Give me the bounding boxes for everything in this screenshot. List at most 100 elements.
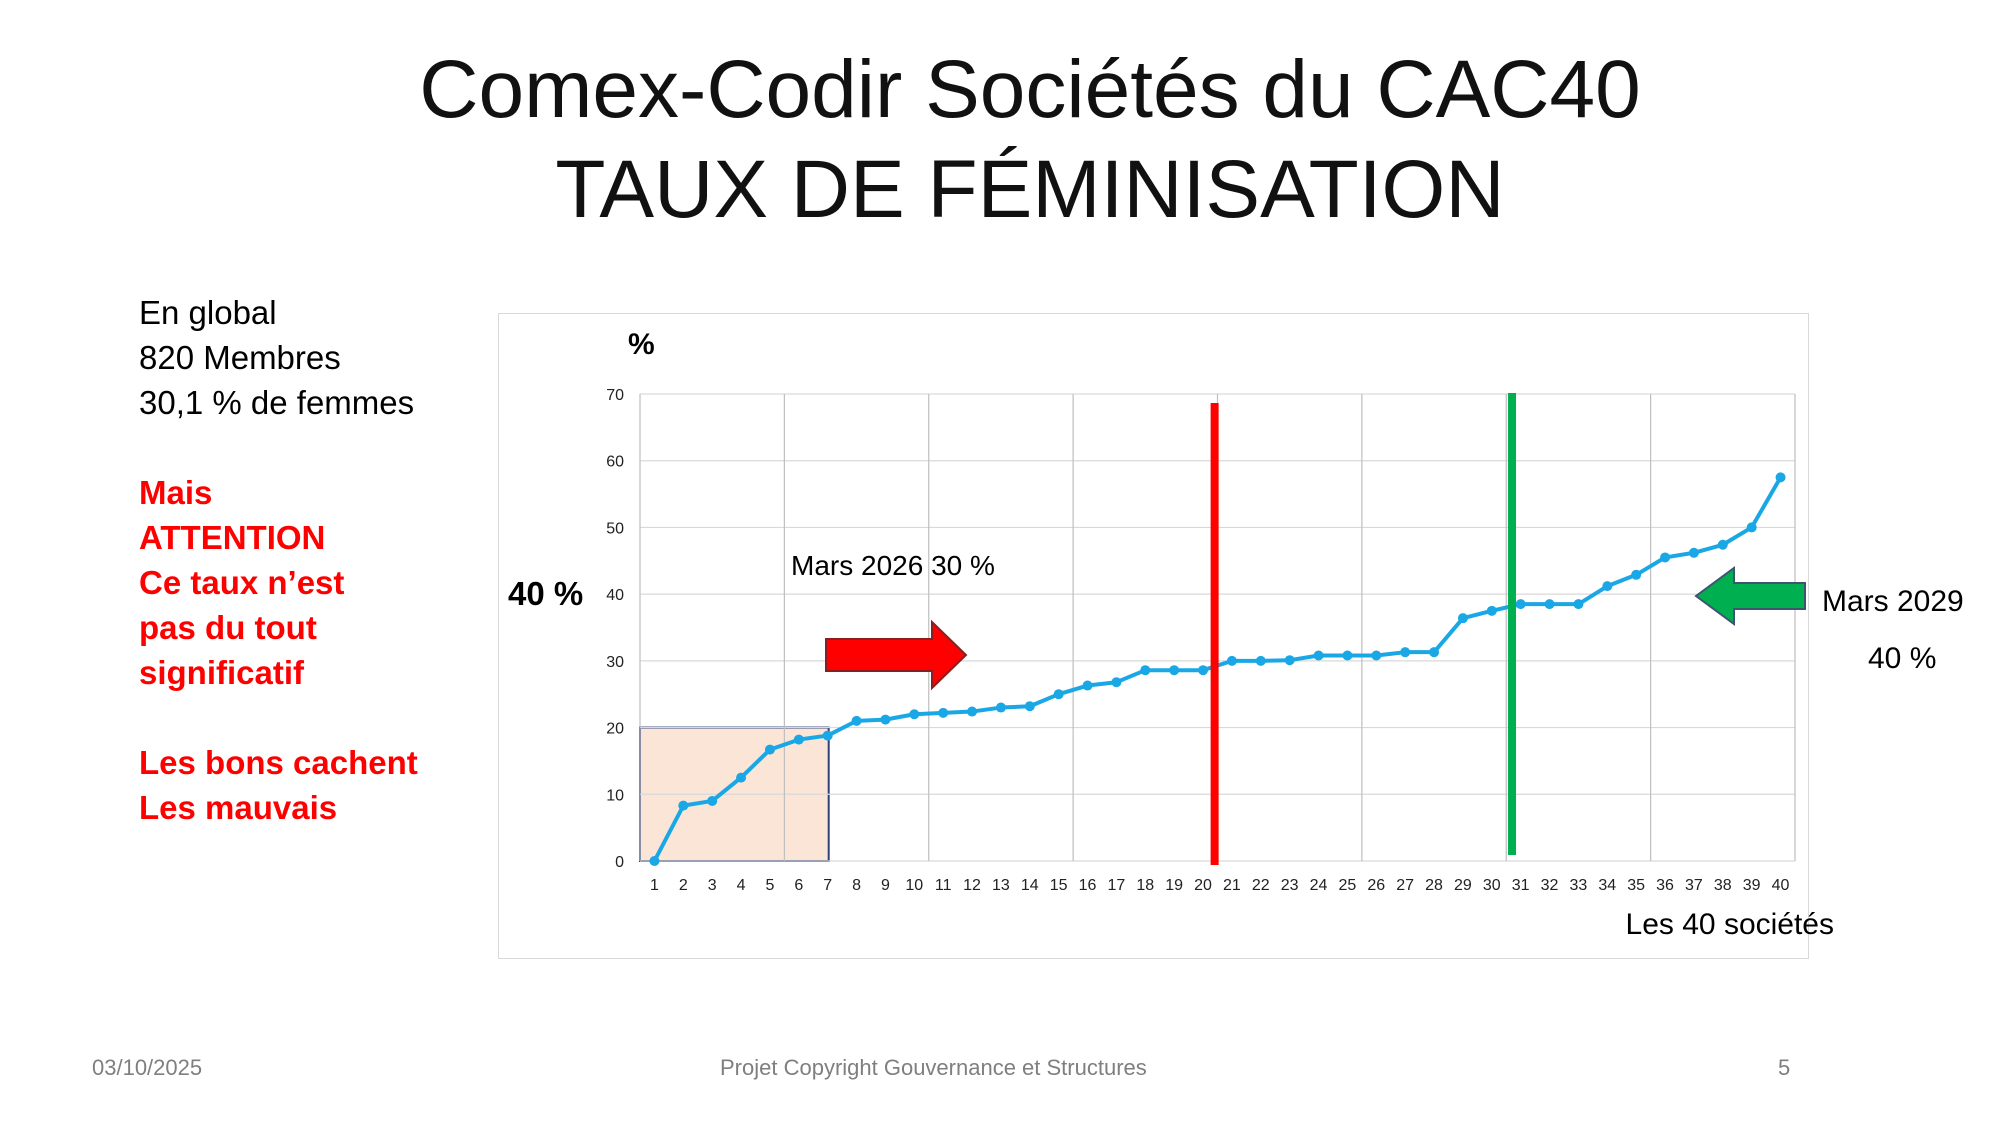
data-point — [1284, 655, 1295, 666]
data-point — [880, 714, 891, 725]
data-point — [967, 706, 978, 717]
data-point — [1544, 599, 1555, 610]
warning-line-1: Mais — [139, 474, 213, 511]
data-point — [1053, 689, 1064, 700]
x-tick-label: 31 — [1512, 877, 1530, 894]
data-point — [1515, 599, 1526, 610]
data-point — [649, 856, 660, 866]
data-point — [1169, 665, 1180, 676]
annotation-mars-2029-percent: 40 % — [1868, 642, 1936, 675]
annotation-mars-2026: Mars 2026 30 % — [791, 550, 995, 581]
data-point — [822, 730, 833, 741]
x-tick-label: 35 — [1627, 877, 1645, 894]
warning-line-5: significatif — [139, 654, 305, 691]
x-tick-label: 22 — [1252, 877, 1270, 894]
x-tick-label: 1 — [650, 877, 659, 894]
slide-title-line2: TAUX DE FÉMINISATION — [555, 144, 1505, 235]
data-point — [1198, 665, 1209, 676]
x-tick-label: 26 — [1367, 877, 1385, 894]
x-tick-label: 40 — [1772, 877, 1790, 894]
data-point — [1371, 650, 1382, 661]
x-tick-label: 21 — [1223, 877, 1241, 894]
x-tick-label: 19 — [1165, 877, 1183, 894]
data-point — [1140, 665, 1151, 676]
data-point — [1688, 547, 1699, 558]
sidebar-notes: En global 820 Membres 30,1 % de femmes M… — [139, 290, 418, 830]
note-rate: 30,1 % de femmes — [139, 384, 415, 421]
data-point — [1255, 655, 1266, 666]
x-tick-label: 4 — [737, 877, 746, 894]
x-tick-label: 6 — [794, 877, 803, 894]
x-tick-label: 29 — [1454, 877, 1472, 894]
red-arrow — [825, 619, 968, 691]
data-point — [851, 715, 862, 726]
warning-line-2: ATTENTION — [139, 519, 326, 556]
footer-date: 03/10/2025 — [92, 1055, 203, 1080]
x-tick-label: 33 — [1570, 877, 1588, 894]
x-tick-label: 17 — [1108, 877, 1126, 894]
data-point — [793, 734, 804, 745]
green-arrow — [1694, 566, 1806, 626]
data-point — [1313, 650, 1324, 661]
warning-line-7: Les mauvais — [139, 789, 338, 826]
x-tick-label: 24 — [1310, 877, 1328, 894]
x-tick-label: 16 — [1079, 877, 1097, 894]
y-tick-label: 50 — [606, 520, 624, 537]
y-tick-label: 70 — [606, 387, 624, 404]
x-tick-label: 7 — [823, 877, 832, 894]
x-tick-label: 36 — [1656, 877, 1674, 894]
data-point — [1602, 581, 1613, 592]
x-tick-label: 12 — [963, 877, 981, 894]
data-point — [1024, 701, 1035, 712]
data-point — [1342, 650, 1353, 661]
x-tick-label: 3 — [708, 877, 717, 894]
x-tick-label: 11 — [935, 877, 952, 894]
marker-green-line — [1508, 393, 1517, 855]
data-point — [1746, 522, 1757, 533]
data-point — [1660, 552, 1671, 563]
data-point — [995, 702, 1006, 713]
x-tick-label: 34 — [1598, 877, 1616, 894]
y-tick-label: 30 — [606, 654, 624, 671]
footer-page-number: 5 — [1778, 1055, 1791, 1080]
data-point — [1429, 647, 1440, 658]
x-tick-label: 25 — [1339, 877, 1357, 894]
data-point — [909, 709, 920, 720]
data-point — [1226, 655, 1237, 666]
slide-title-line1: Comex-Codir Sociétés du CAC40 — [419, 44, 1641, 135]
x-axis-label: Les 40 sociétés — [1626, 908, 1834, 941]
data-point — [1457, 613, 1468, 624]
footer-copyright: Projet Copyright Gouvernance et Structur… — [720, 1055, 1147, 1080]
data-point — [1775, 472, 1786, 483]
warning-line-6: Les bons cachent — [139, 744, 418, 781]
data-point — [678, 800, 689, 811]
x-tick-label: 38 — [1714, 877, 1732, 894]
warning-line-3: Ce taux n’est — [139, 564, 345, 601]
x-tick-label: 32 — [1541, 877, 1559, 894]
x-tick-label: 23 — [1281, 877, 1299, 894]
x-tick-label: 8 — [852, 877, 861, 894]
data-point — [1631, 569, 1642, 580]
y-unit-label: % — [628, 328, 655, 361]
data-point — [1717, 539, 1728, 550]
data-point — [1082, 680, 1093, 691]
data-point — [1400, 647, 1411, 658]
x-tick-label: 28 — [1425, 877, 1443, 894]
x-tick-label: 30 — [1483, 877, 1501, 894]
data-point — [707, 795, 718, 806]
data-point — [1111, 677, 1122, 688]
data-point — [1486, 605, 1497, 616]
warning-line-4: pas du tout — [139, 609, 317, 646]
x-tick-label: 15 — [1050, 877, 1068, 894]
y-tick-label: 40 — [606, 587, 624, 604]
x-tick-label: 37 — [1685, 877, 1703, 894]
note-members: 820 Membres — [139, 339, 341, 376]
x-tick-label: 39 — [1743, 877, 1761, 894]
annotation-40-percent: 40 % — [508, 575, 583, 612]
y-tick-label: 20 — [606, 721, 624, 738]
annotation-mars-2029: Mars 2029 — [1822, 585, 1964, 618]
note-global: En global — [139, 294, 277, 331]
y-tick-label: 60 — [606, 454, 624, 471]
y-tick-label: 10 — [606, 787, 624, 804]
